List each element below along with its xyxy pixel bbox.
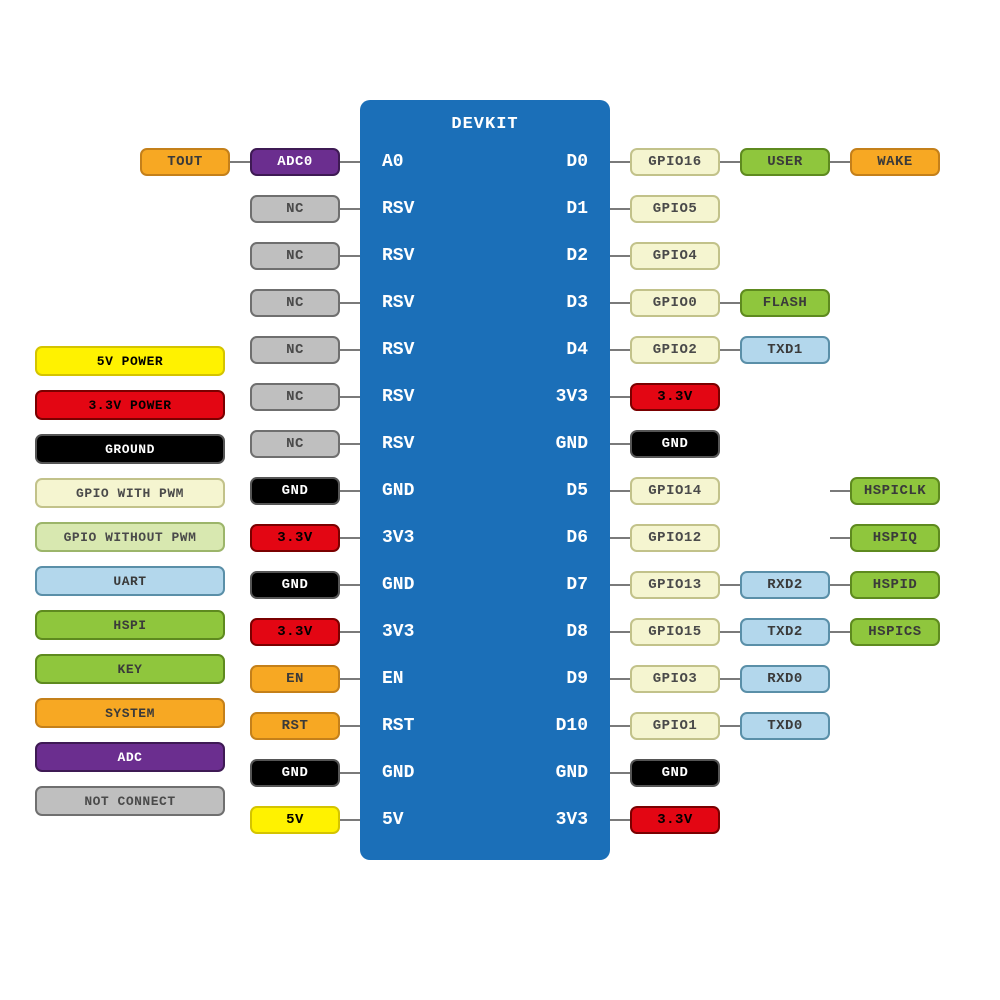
pin-right-6: GND <box>532 434 588 454</box>
right-tag-8-2: HSPIQ <box>850 524 940 552</box>
left-tag-10-0: 3.3V <box>250 618 340 646</box>
right-tag-7-0: GPIO14 <box>630 477 720 505</box>
pin-right-7: D5 <box>532 481 588 501</box>
left-tag-2-0: NC <box>250 242 340 270</box>
left-tag-6-0: NC <box>250 430 340 458</box>
left-tag-8-0: 3.3V <box>250 524 340 552</box>
right-tag-9-1: RXD2 <box>740 571 830 599</box>
pin-right-1: D1 <box>532 199 588 219</box>
pin-left-14: 5V <box>382 810 438 830</box>
pin-left-12: RST <box>382 716 438 736</box>
right-tag-4-1: TXD1 <box>740 336 830 364</box>
right-tag-3-1: FLASH <box>740 289 830 317</box>
right-tag-0-1: USER <box>740 148 830 176</box>
legend-hspi: HSPI <box>35 610 225 640</box>
legend-gpio-with-pwm: GPIO WITH PWM <box>35 478 225 508</box>
right-tag-9-2: HSPID <box>850 571 940 599</box>
left-tag-0-0: ADC0 <box>250 148 340 176</box>
right-tag-11-1: RXD0 <box>740 665 830 693</box>
left-tag-3-0: NC <box>250 289 340 317</box>
left-tag-7-0: GND <box>250 477 340 505</box>
pin-right-5: 3V3 <box>532 387 588 407</box>
pin-right-2: D2 <box>532 246 588 266</box>
right-tag-0-2: WAKE <box>850 148 940 176</box>
legend-key: KEY <box>35 654 225 684</box>
legend-adc: ADC <box>35 742 225 772</box>
pin-left-0: A0 <box>382 152 438 172</box>
right-tag-3-0: GPIO0 <box>630 289 720 317</box>
pin-left-13: GND <box>382 763 438 783</box>
left-tag-12-0: RST <box>250 712 340 740</box>
left-tag-11-0: EN <box>250 665 340 693</box>
right-tag-14-0: 3.3V <box>630 806 720 834</box>
pinout-diagram: DEVKIT A0 D0 ADC0 TOUT GPIO16 USER WAKE RSV D1 NC G… <box>0 0 1000 1000</box>
pin-right-4: D4 <box>532 340 588 360</box>
pin-right-0: D0 <box>532 152 588 172</box>
right-tag-10-2: HSPICS <box>850 618 940 646</box>
right-tag-6-0: GND <box>630 430 720 458</box>
pin-right-14: 3V3 <box>532 810 588 830</box>
right-tag-2-0: GPIO4 <box>630 242 720 270</box>
right-tag-9-0: GPIO13 <box>630 571 720 599</box>
pin-left-8: 3V3 <box>382 528 438 548</box>
pin-right-9: D7 <box>532 575 588 595</box>
pin-left-1: RSV <box>382 199 438 219</box>
left-tag-4-0: NC <box>250 336 340 364</box>
left-tag-14-0: 5V <box>250 806 340 834</box>
right-tag-10-0: GPIO15 <box>630 618 720 646</box>
legend-ground: GROUND <box>35 434 225 464</box>
pin-left-2: RSV <box>382 246 438 266</box>
right-tag-5-0: 3.3V <box>630 383 720 411</box>
pin-right-12: D10 <box>532 716 588 736</box>
pin-left-5: RSV <box>382 387 438 407</box>
right-tag-10-1: TXD2 <box>740 618 830 646</box>
right-tag-13-0: GND <box>630 759 720 787</box>
left-tag-5-0: NC <box>250 383 340 411</box>
right-tag-12-0: GPIO1 <box>630 712 720 740</box>
legend-3.3v-power: 3.3V POWER <box>35 390 225 420</box>
legend-uart: UART <box>35 566 225 596</box>
pin-right-3: D3 <box>532 293 588 313</box>
right-tag-11-0: GPIO3 <box>630 665 720 693</box>
right-tag-1-0: GPIO5 <box>630 195 720 223</box>
legend-5v-power: 5V POWER <box>35 346 225 376</box>
left-tag-1-0: NC <box>250 195 340 223</box>
pin-left-10: 3V3 <box>382 622 438 642</box>
legend-gpio-without-pwm: GPIO WITHOUT PWM <box>35 522 225 552</box>
pin-left-11: EN <box>382 669 438 689</box>
pin-left-6: RSV <box>382 434 438 454</box>
left-tag-13-0: GND <box>250 759 340 787</box>
left-tag-9-0: GND <box>250 571 340 599</box>
legend-not-connect: NOT CONNECT <box>35 786 225 816</box>
pin-right-13: GND <box>532 763 588 783</box>
right-tag-8-0: GPIO12 <box>630 524 720 552</box>
chip-title: DEVKIT <box>360 115 610 134</box>
left-tag-0-1: TOUT <box>140 148 230 176</box>
pin-left-9: GND <box>382 575 438 595</box>
right-tag-4-0: GPIO2 <box>630 336 720 364</box>
right-tag-12-1: TXD0 <box>740 712 830 740</box>
pin-left-7: GND <box>382 481 438 501</box>
legend-system: SYSTEM <box>35 698 225 728</box>
pin-left-4: RSV <box>382 340 438 360</box>
pin-right-8: D6 <box>532 528 588 548</box>
pin-right-11: D9 <box>532 669 588 689</box>
right-tag-0-0: GPIO16 <box>630 148 720 176</box>
pin-right-10: D8 <box>532 622 588 642</box>
right-tag-7-2: HSPICLK <box>850 477 940 505</box>
pin-left-3: RSV <box>382 293 438 313</box>
